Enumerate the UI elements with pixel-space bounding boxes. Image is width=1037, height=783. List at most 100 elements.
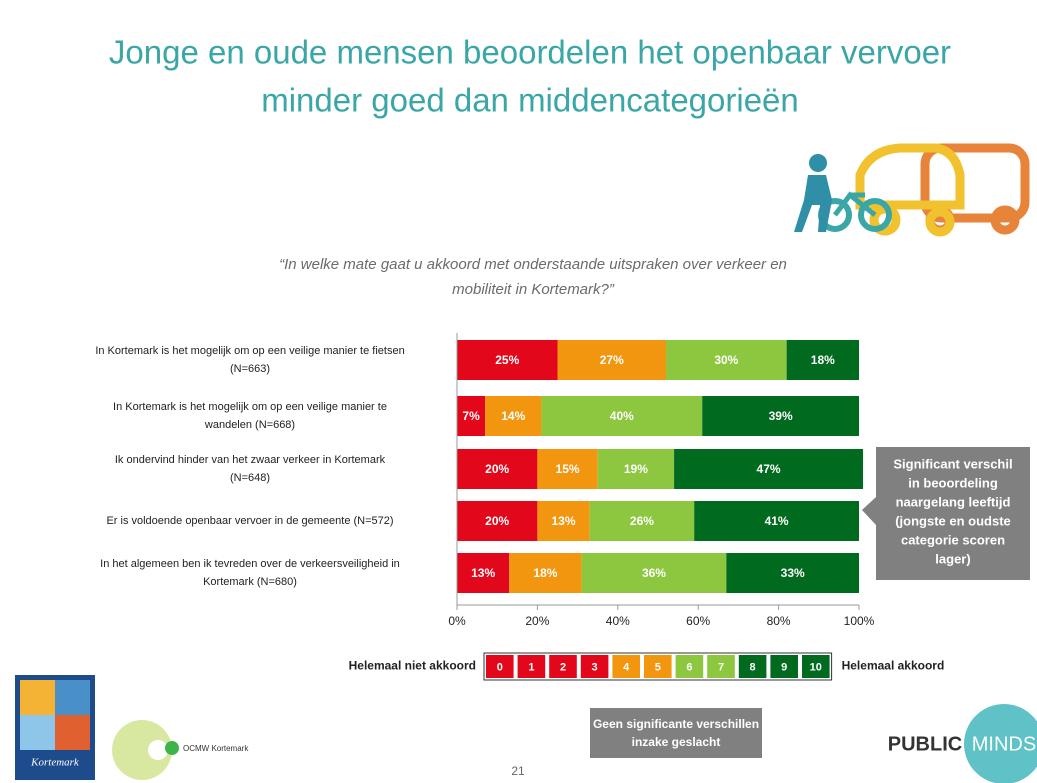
value-label: 14% xyxy=(501,409,525,423)
category-label: (N=663) xyxy=(230,363,270,375)
scale-box xyxy=(738,655,767,678)
scale-box xyxy=(802,655,830,678)
category-label: Er is voldoende openbaar vervoer in de g… xyxy=(106,515,393,527)
x-tick-label: 80% xyxy=(767,614,791,628)
scale-box-label: 8 xyxy=(750,661,756,673)
bar-segment xyxy=(457,553,510,593)
bar-segment xyxy=(457,396,486,436)
scale-box xyxy=(707,655,735,678)
bar-segment xyxy=(726,553,859,593)
value-label: 41% xyxy=(765,514,789,528)
question-text: mobiliteit in Kortemark?” xyxy=(452,281,615,298)
callout-text: in beoordeling xyxy=(908,475,998,490)
scale-left-label: Helemaal niet akkoord xyxy=(349,659,476,673)
bar-segment xyxy=(694,501,859,541)
category-label: (N=648) xyxy=(230,472,270,484)
callout-text: categorie scoren xyxy=(901,532,1005,547)
bar-segment xyxy=(537,501,590,541)
scale-box xyxy=(612,655,640,678)
value-label: 47% xyxy=(757,462,781,476)
bar-segment xyxy=(597,449,675,489)
slide-title: minder goed dan middencategorieën xyxy=(261,82,799,119)
bar-segment xyxy=(674,449,864,489)
bar-segment xyxy=(666,340,787,380)
page-number: 21 xyxy=(511,764,525,778)
category-label: In Kortemark is het mogelijk om op een v… xyxy=(95,345,404,357)
scale-right-label: Helemaal akkoord xyxy=(842,659,945,673)
callout-text: lager) xyxy=(935,551,970,566)
bar-segment xyxy=(457,501,538,541)
note-text: Geen significante verschillen xyxy=(593,717,759,731)
bar-segment xyxy=(509,553,582,593)
scale-frame xyxy=(483,652,833,681)
bar-segment xyxy=(581,553,727,593)
category-label: Kortemark (N=680) xyxy=(203,576,297,588)
scale-box xyxy=(517,655,546,678)
scale-box-label: 0 xyxy=(497,661,503,673)
scale-box-label: 7 xyxy=(718,661,724,673)
publicminds-logo-text: PUBLIC xyxy=(888,733,962,755)
publicminds-logo-text: MINDS xyxy=(972,733,1036,755)
scale-box-label: 9 xyxy=(781,661,787,673)
ocmw-logo-text: OCMW Kortemark xyxy=(183,744,249,753)
value-label: 27% xyxy=(600,353,624,367)
scale-box xyxy=(644,655,672,678)
scale-box xyxy=(770,655,798,678)
value-label: 7% xyxy=(462,409,480,423)
callout-text: naargelang leeftijd xyxy=(896,494,1011,509)
scale-box-label: 1 xyxy=(528,661,534,673)
kortemark-logo-text: Kortemark xyxy=(30,757,80,769)
scale-box xyxy=(486,655,514,678)
scale-box xyxy=(675,655,704,678)
bar-segment xyxy=(557,340,667,380)
scale-box xyxy=(549,655,577,678)
value-label: 20% xyxy=(485,462,509,476)
note-text: inzake geslacht xyxy=(632,735,721,749)
scale-box xyxy=(580,655,609,678)
scale-box-label: 2 xyxy=(560,661,566,673)
value-label: 30% xyxy=(714,353,738,367)
value-label: 26% xyxy=(630,514,654,528)
bar-segment xyxy=(457,340,558,380)
value-label: 18% xyxy=(533,566,557,580)
category-label: Ik ondervind hinder van het zwaar verkee… xyxy=(115,454,386,466)
x-tick-label: 40% xyxy=(606,614,630,628)
bar-segment xyxy=(537,449,598,489)
note-box xyxy=(590,708,762,758)
value-label: 36% xyxy=(642,566,666,580)
scale-box-label: 10 xyxy=(810,661,822,673)
scale-box-label: 3 xyxy=(592,661,598,673)
bar-segment xyxy=(589,501,695,541)
value-label: 18% xyxy=(811,353,835,367)
x-tick-label: 20% xyxy=(525,614,549,628)
kortemark-logo: Kortemark xyxy=(15,675,95,780)
transport-illustration xyxy=(818,143,1030,237)
value-label: 40% xyxy=(610,409,634,423)
value-label: 15% xyxy=(556,462,580,476)
x-tick-label: 100% xyxy=(844,614,875,628)
bar-segment xyxy=(541,396,703,436)
value-label: 20% xyxy=(485,514,509,528)
scale-box-label: 6 xyxy=(686,661,692,673)
bar-segment xyxy=(457,449,538,489)
value-label: 39% xyxy=(769,409,793,423)
x-tick-label: 0% xyxy=(448,614,466,628)
value-label: 13% xyxy=(552,514,576,528)
callout-text: (jongste en oudste xyxy=(895,513,1011,528)
value-label: 33% xyxy=(781,566,805,580)
question-text: “In welke mate gaat u akkoord met onders… xyxy=(279,256,787,273)
bar-segment xyxy=(485,396,542,436)
ocmw-logo: OCMW Kortemark xyxy=(112,720,249,780)
bar-segment xyxy=(702,396,859,436)
slide-title: Jonge en oude mensen beoordelen het open… xyxy=(109,34,951,71)
category-label: In het algemeen ben ik tevreden over de … xyxy=(100,558,400,570)
pedestrian-icon xyxy=(794,154,832,232)
value-label: 25% xyxy=(495,353,519,367)
callout-box xyxy=(862,447,1030,580)
category-label: In Kortemark is het mogelijk om op een v… xyxy=(113,401,387,413)
publicminds-logo: PUBLIC MINDS xyxy=(888,704,1037,783)
scale-box-label: 5 xyxy=(655,661,661,673)
value-label: 19% xyxy=(624,462,648,476)
